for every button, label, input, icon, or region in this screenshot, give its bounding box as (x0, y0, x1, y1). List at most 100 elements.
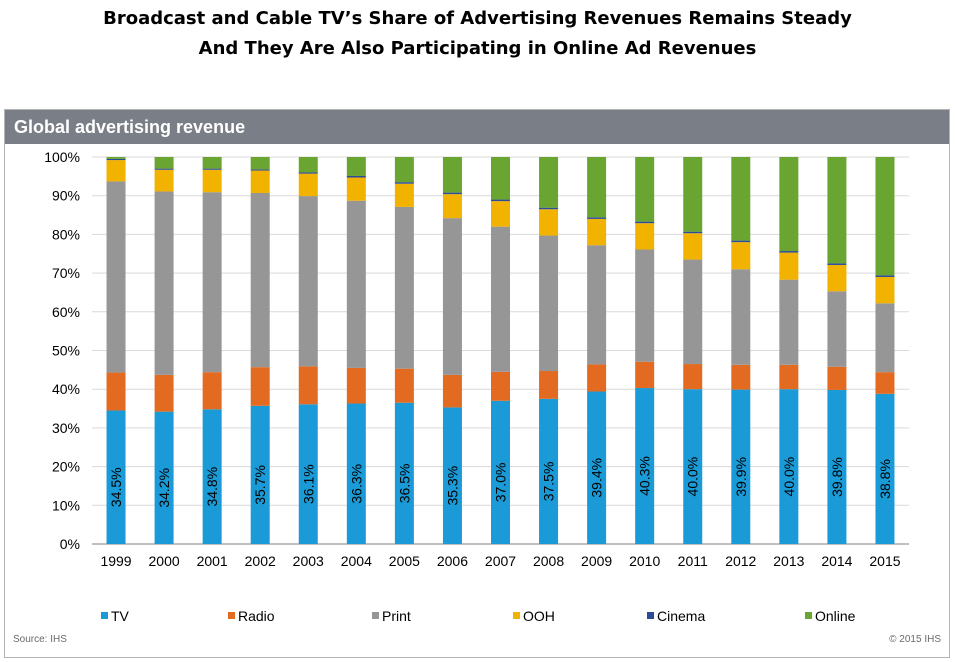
legend-swatch-print (372, 612, 379, 619)
bar-segment-online (250, 157, 270, 170)
bar-segment-ooh (587, 218, 607, 246)
bar-segment-cinema (731, 240, 751, 243)
bar-segment-radio (731, 364, 751, 390)
bar-segment-print (539, 235, 559, 372)
bar-segment-online (875, 157, 895, 276)
tv-data-label: 34.5% (108, 467, 124, 507)
bar-segment-ooh (442, 194, 462, 219)
bar-segment-tv (491, 400, 510, 544)
bar-segment-print (442, 218, 462, 375)
tv-data-label: 37.0% (493, 463, 509, 503)
bar-segment-ooh (202, 169, 222, 193)
source-note: Source: IHS (13, 634, 67, 645)
y-tick-label: 60% (52, 304, 80, 320)
bar-segment-radio (827, 366, 847, 390)
bar-segment-online (442, 157, 462, 193)
x-tick-label: 2014 (821, 553, 852, 569)
bar-segment-cinema (683, 231, 703, 234)
bar-segment-print (683, 259, 703, 365)
x-tick-label: 2012 (725, 553, 756, 569)
tv-data-label: 40.3% (637, 456, 653, 496)
bar-segment-ooh (731, 242, 751, 270)
bar-segment-tv (587, 391, 607, 544)
bar-segment-print (346, 200, 366, 368)
y-tick-label: 70% (52, 265, 80, 281)
bar-segment-online (635, 157, 655, 222)
bar-segment-tv (202, 409, 222, 544)
legend-swatch-online (805, 612, 812, 619)
bar-segment-tv (539, 398, 559, 544)
bar-segment-print (491, 226, 510, 372)
bar-segment-cinema (875, 275, 895, 277)
bar-segment-radio (587, 364, 607, 392)
bar-segment-online (202, 157, 222, 169)
bar-segment-ooh (346, 177, 366, 201)
x-tick-label: 2007 (485, 553, 516, 569)
legend-label-cinema: Cinema (657, 608, 705, 624)
bar-segment-radio (683, 364, 703, 390)
bar-segment-online (491, 157, 510, 200)
x-tick-label: 2009 (581, 553, 612, 569)
bar-segment-radio (346, 367, 366, 404)
bar-segment-cinema (394, 182, 414, 184)
x-tick-label: 2011 (678, 553, 708, 569)
tv-data-label: 36.5% (396, 464, 412, 504)
bar-segment-cinema (635, 221, 655, 224)
bar-segment-tv (298, 404, 318, 544)
bar-segment-tv (827, 389, 847, 544)
bar-segment-print (106, 181, 126, 373)
bar-segment-print (875, 303, 895, 373)
tv-data-label: 36.1% (300, 464, 316, 504)
bar-segment-online (779, 157, 799, 252)
bar-segment-cinema (154, 168, 174, 170)
bar-segment-radio (442, 374, 462, 408)
bar-segment-ooh (539, 209, 559, 236)
bar-segment-radio (298, 366, 318, 405)
bar-segment-cinema (202, 168, 222, 170)
y-tick-label: 20% (52, 459, 80, 475)
bar-segment-radio (875, 372, 895, 394)
bar-segment-tv (346, 403, 366, 544)
bar-segment-ooh (154, 169, 174, 192)
bar-segment-print (779, 279, 799, 365)
bar-segment-cinema (587, 217, 607, 219)
tv-data-label: 40.0% (781, 457, 797, 497)
bar-segment-online (731, 157, 751, 241)
tv-data-label: 40.0% (685, 457, 701, 497)
bar-segment-tv (635, 388, 655, 544)
x-tick-label: 2013 (773, 553, 804, 569)
bar-segment-print (202, 192, 222, 373)
bar-segment-online (346, 157, 366, 176)
bar-segment-cinema (491, 199, 510, 202)
x-tick-label: 2002 (245, 553, 276, 569)
bar-segment-cinema (827, 263, 847, 265)
bar-segment-ooh (106, 160, 126, 182)
x-tick-label: 2000 (149, 553, 180, 569)
bar-segment-online (394, 157, 414, 183)
bar-segment-radio (779, 364, 799, 390)
y-tick-label: 30% (52, 420, 80, 436)
legend-swatch-radio (228, 612, 235, 619)
bar-segment-print (154, 191, 174, 375)
bar-segment-cinema (779, 251, 799, 253)
x-tick-label: 2008 (533, 553, 564, 569)
legend-swatch-ooh (513, 612, 520, 619)
bar-segment-ooh (779, 252, 799, 280)
y-tick-label: 80% (52, 226, 80, 242)
y-tick-label: 50% (52, 343, 80, 359)
x-tick-label: 2001 (197, 553, 228, 569)
bar-segment-print (394, 206, 414, 369)
y-tick-label: 40% (52, 381, 80, 397)
bar-segment-ooh (298, 173, 318, 197)
bar-segment-ooh (491, 201, 510, 227)
tv-data-label: 36.3% (348, 464, 364, 504)
x-tick-label: 2006 (437, 553, 468, 569)
x-tick-label: 2015 (869, 553, 900, 569)
bar-segment-radio (491, 371, 510, 401)
bar-segment-online (683, 157, 703, 232)
bar-segment-radio (154, 374, 174, 412)
y-tick-label: 0% (60, 536, 80, 552)
y-tick-label: 100% (44, 149, 80, 165)
bar-segment-ooh (827, 264, 847, 292)
